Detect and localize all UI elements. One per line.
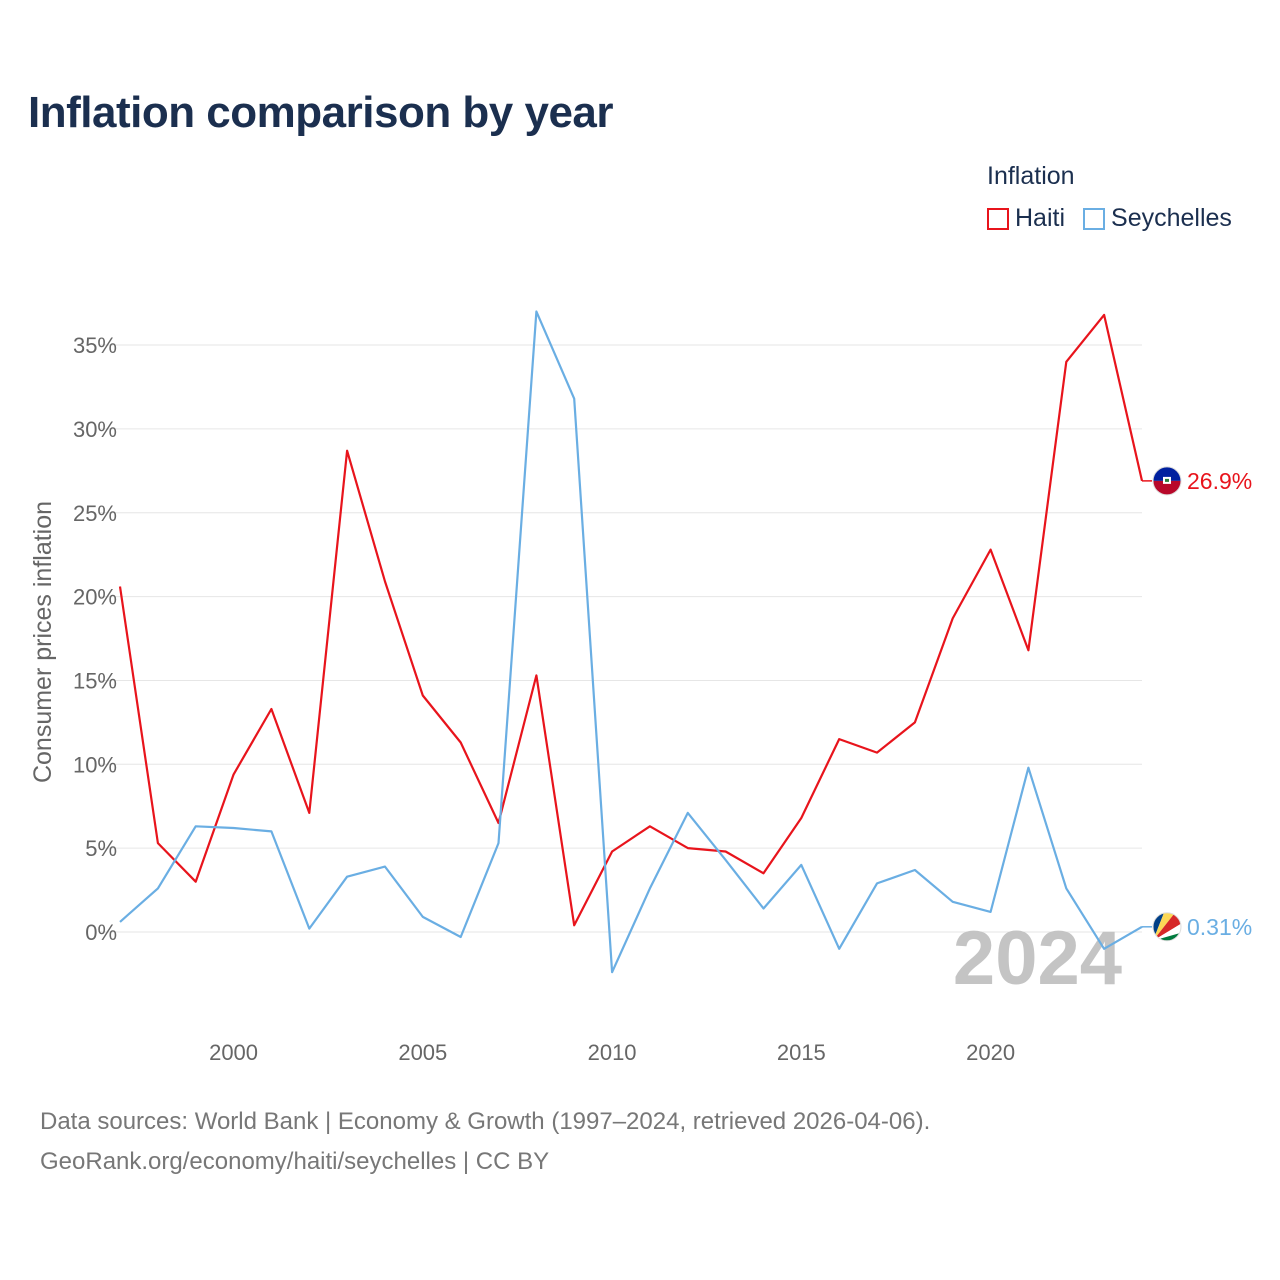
haiti-flag-icon xyxy=(1152,466,1182,496)
grid-lines xyxy=(100,344,1142,933)
y-tick-labels: 0% 5% 10% 15% 20% 25% 30% 35% xyxy=(73,333,117,945)
series-lines xyxy=(118,310,1144,974)
legend: Haiti Seychelles xyxy=(987,204,1250,233)
footer-link[interactable]: GeoRank.org/economy/haiti/seychelles | C… xyxy=(40,1148,550,1175)
series-end-markers: 26.9% 0.31% xyxy=(1142,466,1252,942)
flag-border xyxy=(1152,466,1182,496)
x-tick-label: 2020 xyxy=(966,1040,1015,1065)
flag-fill xyxy=(1153,912,1181,941)
end-label-haiti: 26.9% xyxy=(1187,468,1252,494)
y-axis-label: Consumer prices inflation xyxy=(29,501,57,783)
y-tick-label: 0% xyxy=(85,920,117,945)
x-tick-labels: 2000 2005 2010 2015 2020 xyxy=(209,1040,1015,1065)
y-tick-label: 15% xyxy=(73,668,117,693)
x-tick-label: 2000 xyxy=(209,1040,258,1065)
legend-title: Inflation xyxy=(987,162,1075,190)
flag-stripe-red xyxy=(1153,480,1181,495)
legend-label-haiti: Haiti xyxy=(1015,204,1066,232)
legend-item-seychelles[interactable]: Seychelles xyxy=(1083,204,1232,233)
y-tick-label: 30% xyxy=(73,417,117,442)
flag-border xyxy=(1152,912,1182,942)
series-line-seychelles xyxy=(119,310,1143,974)
y-tick-label: 10% xyxy=(73,752,117,777)
flag-emblem-center xyxy=(1165,478,1169,482)
y-tick-label: 20% xyxy=(73,585,117,610)
x-tick-label: 2015 xyxy=(777,1040,826,1065)
flag-ray-white xyxy=(1153,923,1181,941)
year-watermark: 2024 xyxy=(953,916,1122,1001)
legend-swatch-haiti xyxy=(987,207,1009,230)
y-tick-label: 35% xyxy=(73,333,117,358)
legend-swatch-seychelles xyxy=(1083,207,1106,230)
legend-item-haiti[interactable]: Haiti xyxy=(987,204,1065,233)
chart-title: Inflation comparison by year xyxy=(28,88,614,137)
x-tick-label: 2010 xyxy=(588,1040,637,1065)
flag-stripe-blue xyxy=(1153,466,1181,481)
flag-ray-red xyxy=(1153,912,1181,941)
series-line-haiti xyxy=(118,313,1144,927)
y-tick-label: 25% xyxy=(73,501,117,526)
y-tick-label: 5% xyxy=(85,836,117,861)
legend-label-seychelles: Seychelles xyxy=(1111,204,1232,232)
x-tick-label: 2005 xyxy=(398,1040,447,1065)
seychelles-flag-icon xyxy=(1152,912,1182,942)
footer-source: Data sources: World Bank | Economy & Gro… xyxy=(40,1108,931,1135)
flag-fill xyxy=(1153,466,1181,495)
end-label-seychelles: 0.31% xyxy=(1187,914,1252,940)
